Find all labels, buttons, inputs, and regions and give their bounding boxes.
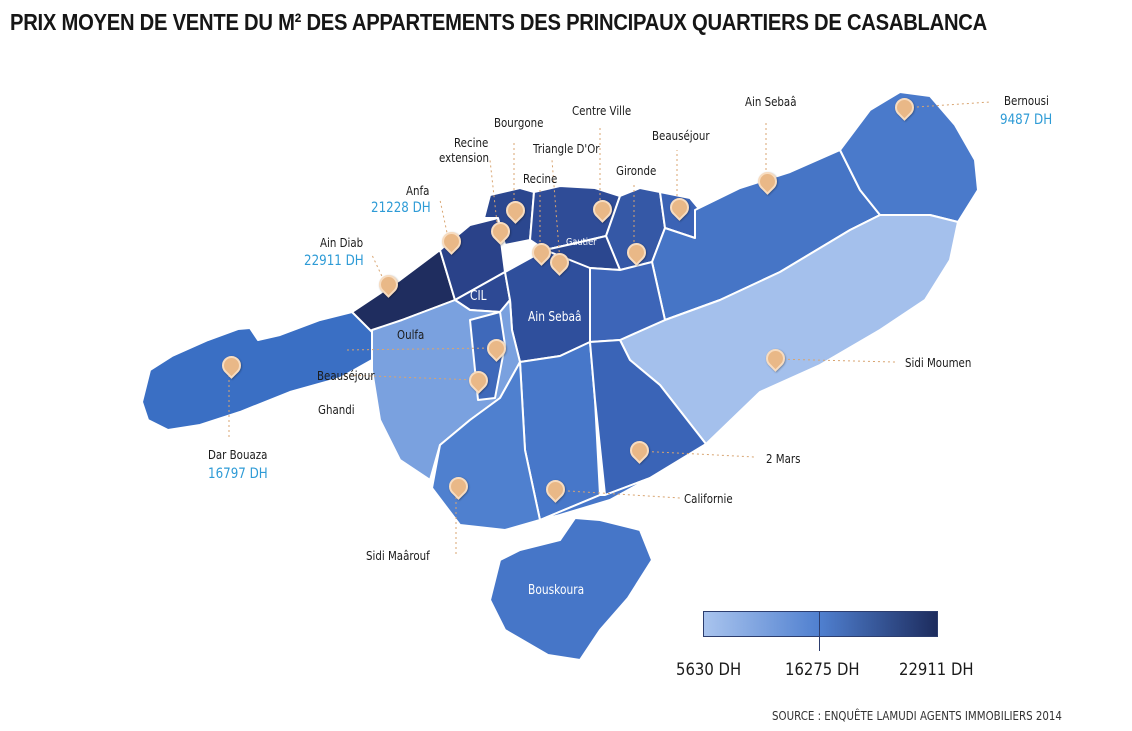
label-sidi-maarouf: Sidi Maârouf (366, 548, 430, 563)
label-ghandi: Ghandi (318, 402, 355, 417)
label-californie: Californie (684, 491, 733, 506)
label-triangle-dor: Triangle D'Or (533, 141, 600, 156)
label-dar-bouaza: Dar Bouaza (208, 447, 268, 462)
label-ain-diab: Ain Diab (320, 235, 364, 250)
district-gautier (544, 235, 621, 271)
label-beausejour-left: Beauséjour (317, 368, 375, 383)
label-oulfa: Oulfa (397, 327, 425, 342)
price-dar-bouaza: 16797 DH (208, 466, 268, 482)
legend-max-label: 22911 DH (899, 660, 974, 679)
label-recine-extension-1: Recine (454, 135, 489, 150)
label-ain-sebaa-center: Ain Sebaâ (528, 310, 582, 325)
label-beausejour-top: Beauséjour (652, 128, 710, 143)
label-gautier: Gautier (566, 237, 597, 248)
label-cil: CIL (470, 289, 487, 304)
label-bouskoura: Bouskoura (528, 583, 585, 598)
legend-mid-tick (819, 611, 820, 651)
label-bernousi: Bernousi (1004, 93, 1049, 108)
legend-color-bar (703, 611, 938, 637)
label-2-mars: 2 Mars (766, 451, 801, 466)
label-anfa: Anfa (406, 183, 430, 198)
label-gironde: Gironde (616, 163, 657, 178)
label-bourgone: Bourgone (494, 115, 544, 130)
label-ain-sebaa-top: Ain Sebaâ (745, 94, 797, 109)
label-centre-ville: Centre Ville (572, 103, 632, 118)
source-note: SOURCE : ENQUÊTE LAMUDI AGENTS IMMOBILIE… (772, 708, 1062, 723)
price-ain-diab: 22911 DH (304, 253, 364, 269)
district-bouskoura (489, 517, 653, 661)
district-bernousi (839, 91, 979, 223)
label-recine: Recine (523, 171, 558, 186)
district-2-mars (589, 339, 707, 496)
label-recine-extension-2: extension (439, 150, 489, 165)
legend-mid-label: 16275 DH (785, 660, 860, 679)
label-sidi-moumen: Sidi Moumen (905, 355, 972, 370)
legend-min-label: 5630 DH (676, 660, 742, 679)
district-east-centre (589, 261, 666, 343)
price-bernousi: 9487 DH (1000, 112, 1053, 128)
district-californie (539, 477, 651, 521)
price-anfa: 21228 DH (371, 200, 431, 216)
map-title: PRIX MOYEN DE VENTE DU M² DES APPARTEMEN… (10, 9, 987, 35)
